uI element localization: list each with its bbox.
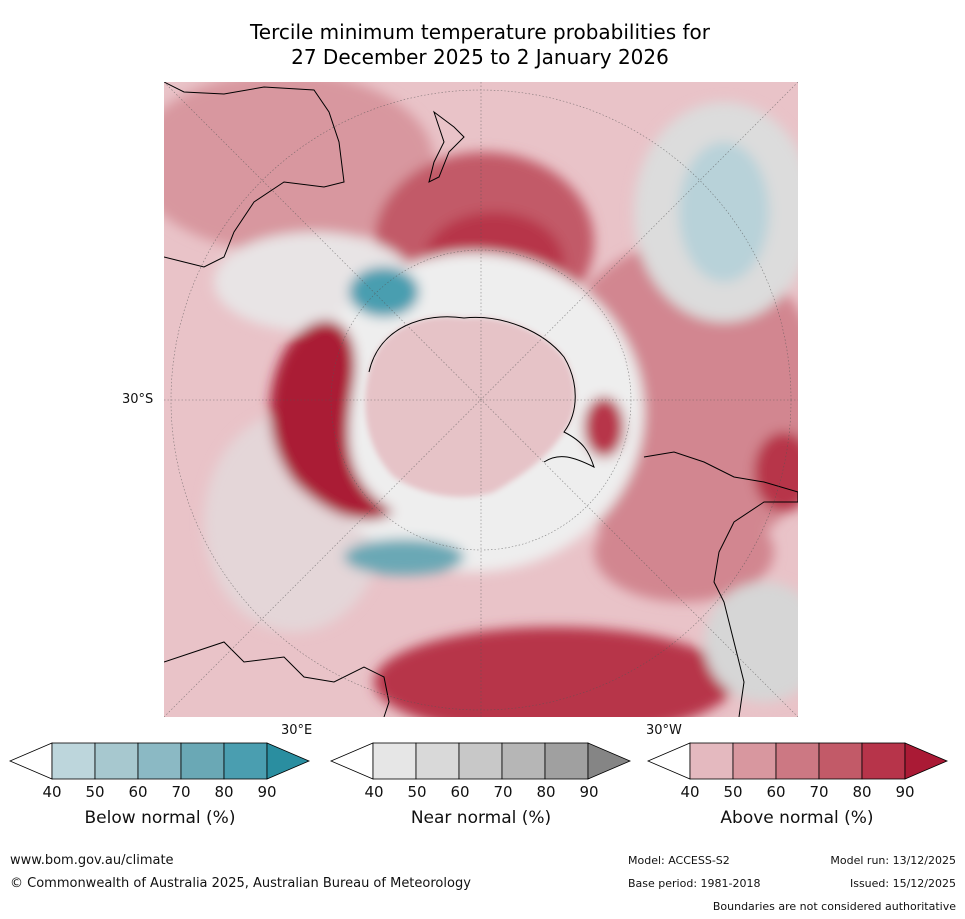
colorbar-near-box-4: [501, 742, 546, 780]
colorbar-above: [646, 742, 949, 780]
copyright-text: © Commonwealth of Australia 2025, Austra…: [10, 876, 471, 891]
tick-above-40: 40: [680, 783, 700, 801]
colorbar-below-box-3: [137, 742, 182, 780]
coastlines: [164, 82, 798, 717]
new-zealand-coast: [428, 110, 465, 183]
colorbar-above-box-2: [732, 742, 777, 780]
legend-label-above: Above normal (%): [720, 808, 874, 828]
model-text: Model: ACCESS-S2: [628, 854, 730, 867]
tick-below-40: 40: [42, 783, 62, 801]
tick-above-50: 50: [723, 783, 743, 801]
title-line-2: 27 December 2025 to 2 January 2026: [291, 45, 669, 69]
legend-label-below: Below normal (%): [84, 808, 236, 828]
lon-label-30w: 30°W: [646, 723, 682, 738]
region-above-se: [594, 502, 774, 602]
region-below-south: [344, 539, 464, 575]
legend-near-normal: [329, 742, 632, 780]
colorbar-above-extend-high: [904, 742, 949, 780]
lon-label-30e: 30°E: [281, 723, 313, 738]
tick-below-50: 50: [85, 783, 105, 801]
tick-near-80: 80: [536, 783, 556, 801]
tick-near-70: 70: [493, 783, 513, 801]
colorbar-below-box-4: [180, 742, 225, 780]
tick-near-50: 50: [407, 783, 427, 801]
region-below-teal: [349, 267, 419, 317]
colorbar-below-box-2: [94, 742, 139, 780]
disclaimer-text: Boundaries are not considered authoritat…: [712, 900, 956, 913]
colorbar-above-box-1: [689, 742, 734, 780]
tick-above-90: 90: [895, 783, 915, 801]
tick-below-60: 60: [128, 783, 148, 801]
colorbar-near-box-3: [458, 742, 503, 780]
tick-near-90: 90: [579, 783, 599, 801]
colorbar-near-extend-high: [587, 742, 632, 780]
africa-coast: [164, 641, 390, 717]
region-above-nw: [164, 82, 434, 252]
legend-below-normal: [8, 742, 311, 780]
tick-above-60: 60: [766, 783, 786, 801]
region-strong-west: [270, 320, 394, 521]
probability-map: [164, 82, 798, 717]
region-near-se: [704, 582, 798, 702]
australia-coast: [164, 82, 345, 268]
colorbar-near-box-2: [415, 742, 460, 780]
lat-label-30s: 30°S: [122, 392, 154, 407]
graticule: [164, 82, 798, 717]
region-strong-south: [374, 627, 734, 717]
tick-below-90: 90: [257, 783, 277, 801]
map-title: Tercile minimum temperature probabilitie…: [160, 20, 800, 70]
colorbar-below-extend-high: [266, 742, 311, 780]
graticule-diagonal-2: [164, 82, 798, 717]
colorbar-below-extend-low: [8, 742, 53, 780]
website-link[interactable]: www.bom.gov.au/climate: [10, 853, 174, 868]
legend-above-normal: [646, 742, 949, 780]
legend-label-near: Near normal (%): [410, 808, 552, 828]
title-line-1: Tercile minimum temperature probabilitie…: [249, 20, 711, 44]
colorbar-near-extend-low: [329, 742, 374, 780]
colorbar-above-box-3: [775, 742, 820, 780]
tick-below-70: 70: [171, 783, 191, 801]
issued-text: Issued: 15/12/2025: [849, 877, 956, 890]
colorbar-near-box-1: [372, 742, 417, 780]
colorbar-below-box-1: [51, 742, 96, 780]
colorbar-above-box-4: [818, 742, 863, 780]
colorbar-near-box-5: [544, 742, 589, 780]
antarctica-fill: [365, 316, 576, 497]
tick-above-70: 70: [809, 783, 829, 801]
south-america-coast: [643, 451, 798, 717]
base-period-text: Base period: 1981-2018: [628, 877, 761, 890]
antarctica-coast: [368, 316, 595, 468]
region-strong-pen: [584, 397, 624, 457]
tick-near-60: 60: [450, 783, 470, 801]
region-strong-africa: [754, 432, 798, 512]
map-canvas: [164, 82, 798, 717]
tick-below-80: 80: [214, 783, 234, 801]
colorbar-near: [329, 742, 632, 780]
region-below-ne: [679, 142, 769, 282]
colorbar-below: [8, 742, 311, 780]
colorbar-below-box-5: [223, 742, 268, 780]
colorbar-above-box-5: [861, 742, 906, 780]
colorbar-above-extend-low: [646, 742, 691, 780]
model-run-text: Model run: 13/12/2025: [830, 854, 956, 867]
tick-above-80: 80: [852, 783, 872, 801]
tick-near-40: 40: [364, 783, 384, 801]
